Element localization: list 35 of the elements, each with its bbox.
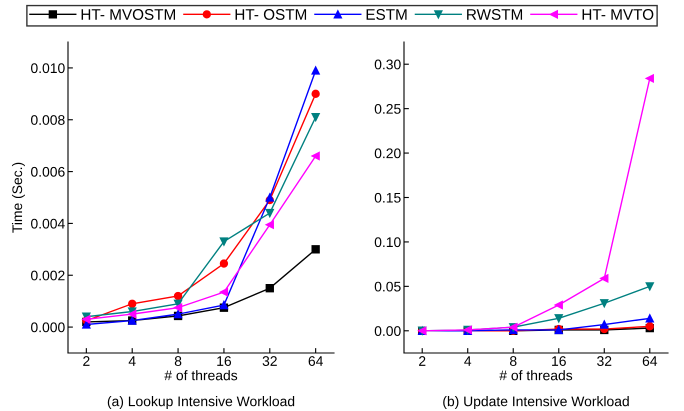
y-axis-title: Time (Sec.) — [12, 162, 25, 233]
x-tick-label: 4 — [128, 356, 136, 366]
text: (a) Lookup Intensive Workload — [108, 396, 294, 409]
y-tick-label: 0.008 — [31, 115, 65, 125]
x-tick-label: 8 — [510, 356, 516, 366]
x-tick-label: 16 — [552, 356, 566, 366]
y-tick-label: 0.05 — [374, 282, 401, 292]
y-tick-label: 0.20 — [374, 148, 401, 158]
x-tick-label: 16 — [217, 356, 232, 366]
y-tick-label: 0.25 — [374, 104, 401, 114]
x-tick-label: 2 — [83, 356, 90, 366]
y-tick-label: 0.010 — [31, 63, 65, 74]
y-tick-label: 0.10 — [374, 237, 401, 248]
legend-label: HT- MVTO — [582, 9, 654, 20]
y-tick-label: 0.15 — [374, 192, 401, 203]
legend-label: HT- OSTM — [236, 9, 306, 20]
legend-label: RWSTM — [467, 9, 522, 20]
x-axis-title: # of threads — [164, 370, 238, 380]
x-tick-label: 32 — [597, 356, 612, 366]
legend-label: ESTM — [366, 9, 407, 20]
y-tick-label: 0.000 — [31, 322, 65, 332]
x-tick-label: 32 — [262, 356, 277, 366]
y-tick-label: 0.006 — [31, 166, 65, 177]
x-tick-label: 8 — [174, 356, 182, 366]
legend-label: HT- MVOSTM — [82, 9, 176, 20]
y-tick-label: 0.002 — [31, 270, 65, 280]
x-tick-label: 64 — [308, 356, 323, 366]
y-tick-label: 0.00 — [374, 326, 401, 336]
y-tick-label: 0.30 — [374, 60, 401, 70]
x-tick-label: 4 — [464, 356, 472, 366]
y-tick-label: 0.004 — [31, 218, 65, 229]
x-tick-label: 64 — [642, 356, 658, 366]
text: (b) Update Intensive Workload — [443, 396, 629, 409]
x-axis-title: # of threads — [499, 370, 572, 380]
x-tick-label: 2 — [419, 356, 426, 366]
